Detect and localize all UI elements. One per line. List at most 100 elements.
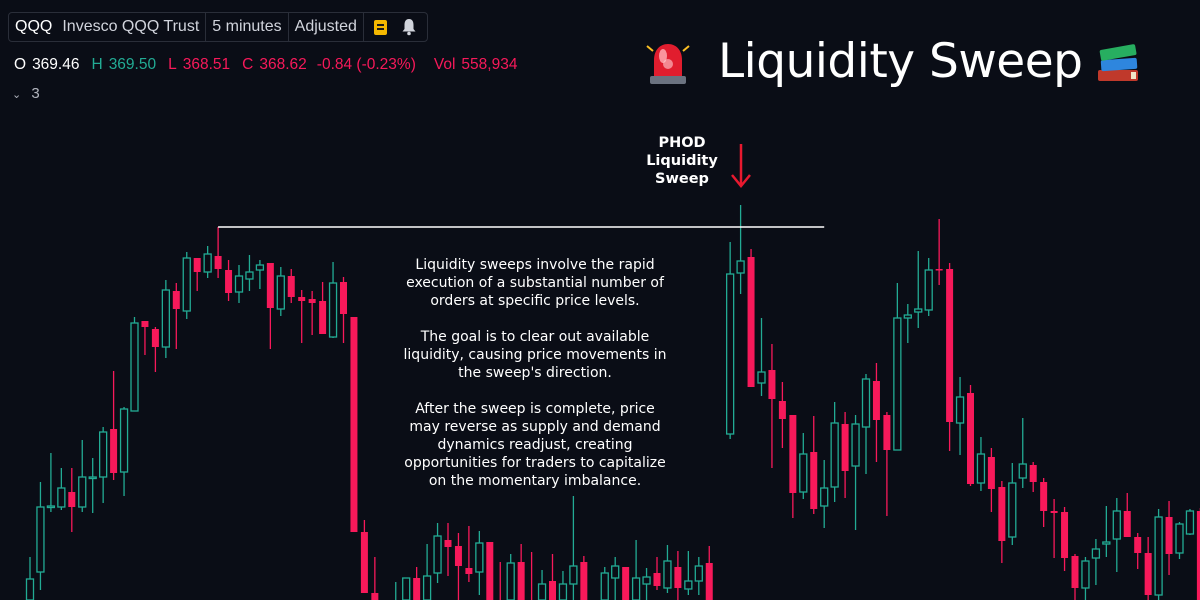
candle-down[interactable] (841, 412, 849, 498)
candle-up[interactable] (182, 252, 191, 319)
candle-up[interactable] (642, 568, 651, 600)
candle-up[interactable] (36, 482, 45, 590)
candle-up[interactable] (558, 571, 568, 600)
candle-up[interactable] (924, 258, 933, 316)
candle-up[interactable] (475, 531, 484, 595)
candle-down[interactable] (151, 327, 159, 372)
candle-down[interactable] (998, 481, 1006, 563)
candle-down[interactable] (486, 542, 494, 600)
bell-icon[interactable] (401, 18, 417, 36)
candle-up[interactable] (830, 402, 839, 502)
candle-down[interactable] (1196, 508, 1200, 600)
candle-down[interactable] (747, 249, 755, 387)
candle-down[interactable] (768, 344, 776, 468)
candle-down[interactable] (340, 277, 347, 343)
candle-up[interactable] (600, 567, 609, 600)
candle-down[interactable] (622, 567, 630, 600)
candle-up[interactable] (433, 523, 442, 583)
candle-down[interactable] (789, 415, 797, 518)
candle-up[interactable] (88, 458, 97, 513)
candle-up[interactable] (245, 255, 254, 291)
candle-down[interactable] (454, 533, 462, 600)
candle-up[interactable] (684, 551, 693, 595)
candle-up[interactable] (569, 496, 578, 600)
candle-up[interactable] (1081, 557, 1090, 600)
candle-up[interactable] (57, 468, 66, 510)
candle-down[interactable] (360, 520, 368, 593)
candle-down[interactable] (110, 371, 118, 480)
candle-up[interactable] (422, 544, 432, 600)
candle-up[interactable] (1102, 506, 1111, 557)
candle-down[interactable] (172, 283, 180, 349)
candle-up[interactable] (1175, 522, 1184, 559)
candle-up[interactable] (903, 304, 912, 343)
candle-down[interactable] (287, 269, 295, 303)
candle-up[interactable] (78, 440, 87, 512)
candle-down[interactable] (1061, 507, 1069, 571)
candle-down[interactable] (193, 258, 201, 291)
indicators-toggle[interactable]: ⌄ 3 (12, 85, 40, 102)
candle-up[interactable] (694, 557, 703, 595)
interval-button[interactable]: 5 minutes (206, 13, 289, 41)
candle-down[interactable] (214, 227, 222, 278)
candle-down[interactable] (653, 557, 661, 590)
candle-up[interactable] (46, 453, 56, 512)
candle-up[interactable] (537, 570, 547, 600)
candle-down[interactable] (987, 448, 995, 512)
candle-down[interactable] (465, 526, 473, 582)
candle-up[interactable] (506, 554, 515, 600)
candle-down[interactable] (444, 523, 452, 576)
candle-up[interactable] (631, 540, 641, 600)
candle-down[interactable] (1040, 478, 1048, 527)
candle-up[interactable] (820, 460, 829, 528)
candle-up[interactable] (1185, 509, 1195, 535)
candle-down[interactable] (413, 567, 421, 600)
candle-down[interactable] (674, 551, 682, 600)
candle-down[interactable] (350, 317, 358, 532)
candle-down[interactable] (810, 416, 818, 514)
candle-up[interactable] (757, 318, 766, 396)
candle-down[interactable] (1029, 462, 1037, 492)
symbol-info[interactable]: QQQ Invesco QQQ Trust (9, 13, 207, 41)
candle-down[interactable] (883, 412, 891, 516)
candle-down[interactable] (549, 554, 556, 600)
candle-down[interactable] (946, 263, 954, 451)
candle-up[interactable] (976, 437, 986, 491)
candle-down[interactable] (308, 291, 316, 335)
candle-up[interactable] (203, 246, 212, 278)
candle-up[interactable] (1091, 539, 1101, 585)
candle-down[interactable] (778, 382, 786, 448)
candle-down[interactable] (371, 557, 379, 600)
note-icon[interactable] (373, 19, 387, 35)
candle-up[interactable] (99, 427, 108, 503)
candle-up[interactable] (1018, 418, 1027, 488)
candle-down[interactable] (1050, 499, 1058, 558)
candle-down[interactable] (967, 385, 974, 486)
candle-up[interactable] (402, 577, 411, 600)
candle-up[interactable] (255, 260, 265, 289)
candle-up[interactable] (119, 407, 129, 496)
candle-up[interactable] (328, 262, 338, 338)
candle-up[interactable] (234, 265, 244, 303)
candle-up[interactable] (914, 251, 923, 328)
candle-down[interactable] (1134, 533, 1142, 569)
candle-up[interactable] (1154, 509, 1163, 600)
candle-down[interactable] (225, 260, 233, 301)
adjustment-button[interactable]: Adjusted (289, 13, 364, 41)
candle-down[interactable] (266, 263, 274, 349)
candle-up[interactable] (276, 267, 285, 316)
candle-up[interactable] (611, 557, 620, 600)
candle-up[interactable] (726, 242, 735, 439)
candle-up[interactable] (861, 374, 871, 474)
candle-down[interactable] (935, 219, 943, 285)
candle-down[interactable] (705, 546, 713, 600)
candle-down[interactable] (580, 556, 588, 600)
candle-down[interactable] (872, 363, 880, 462)
candle-down[interactable] (1144, 537, 1152, 600)
candle-up[interactable] (955, 377, 965, 455)
candle-up[interactable] (663, 545, 672, 593)
candle-down[interactable] (1123, 493, 1131, 537)
candle-up[interactable] (893, 283, 902, 451)
candle-up[interactable] (1008, 463, 1017, 545)
